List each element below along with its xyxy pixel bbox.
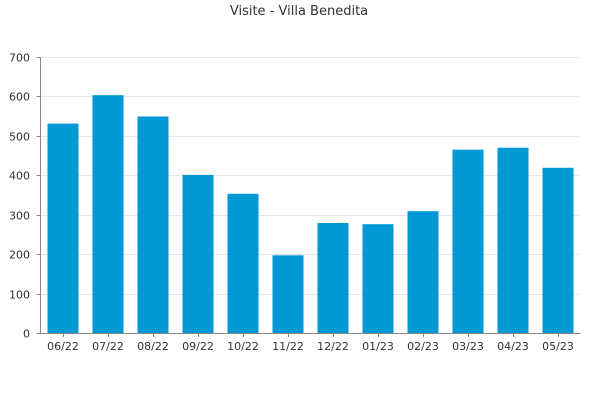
bar-09-22: [182, 174, 214, 333]
bar-10-22: [227, 193, 259, 333]
y-tick-label: 100: [9, 289, 30, 302]
axes: [36, 57, 581, 337]
x-tick-label: 06/22: [47, 340, 79, 353]
x-tick-label: 01/23: [362, 340, 394, 353]
y-tick-label: 500: [9, 131, 30, 144]
y-tick-labels: 0 100 200 300 400 500 600 700: [9, 52, 30, 341]
x-tick-label: 10/22: [227, 340, 259, 353]
bars: [47, 95, 574, 333]
x-tick-labels: 06/22 07/22 08/22 09/22 10/22 11/22 12/22 01/23…: [47, 340, 574, 353]
x-tick-label: 09/22: [182, 340, 214, 353]
bar-08-22: [137, 116, 169, 333]
bar-07-22: [92, 95, 124, 333]
bar-11-22: [272, 255, 304, 333]
y-tick-label: 200: [9, 249, 30, 262]
y-tick-label: 600: [9, 91, 30, 104]
bar-04-23: [497, 147, 529, 333]
x-tick-label: 12/22: [317, 340, 349, 353]
bar-01-23: [362, 224, 394, 333]
y-tick-label: 700: [9, 52, 30, 65]
gridlines: [40, 57, 581, 295]
bar-12-22: [317, 223, 349, 333]
bar-06-22: [47, 123, 79, 333]
y-tick-label: 300: [9, 210, 30, 223]
x-tick-label: 02/23: [407, 340, 439, 353]
bar-05-23: [542, 167, 574, 333]
x-tick-label: 07/22: [92, 340, 124, 353]
bar-03-23: [452, 149, 484, 333]
y-tick-label: 400: [9, 170, 30, 183]
chart-title: Visite - Villa Benedita: [230, 4, 368, 19]
y-tick-label: 0: [23, 328, 30, 341]
bar-02-23: [407, 211, 439, 333]
x-tick-label: 03/23: [452, 340, 484, 353]
x-tick-label: 04/23: [497, 340, 529, 353]
x-tick-label: 05/23: [542, 340, 574, 353]
x-tick-label: 11/22: [272, 340, 304, 353]
x-tick-label: 08/22: [137, 340, 169, 353]
